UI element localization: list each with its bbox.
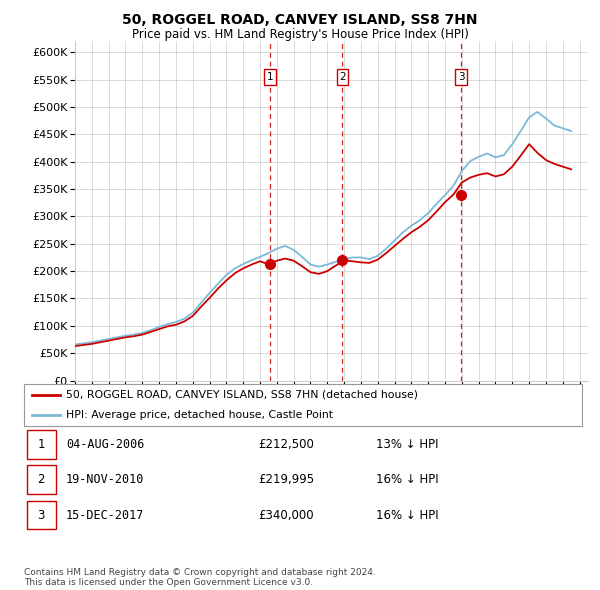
Text: Contains HM Land Registry data © Crown copyright and database right 2024.
This d: Contains HM Land Registry data © Crown c…: [24, 568, 376, 587]
Text: 19-NOV-2010: 19-NOV-2010: [66, 473, 144, 486]
FancyBboxPatch shape: [24, 384, 582, 426]
Text: 16% ↓ HPI: 16% ↓ HPI: [376, 509, 438, 522]
FancyBboxPatch shape: [27, 430, 56, 458]
Text: 50, ROGGEL ROAD, CANVEY ISLAND, SS8 7HN: 50, ROGGEL ROAD, CANVEY ISLAND, SS8 7HN: [122, 13, 478, 27]
Text: 04-AUG-2006: 04-AUG-2006: [66, 438, 144, 451]
Text: HPI: Average price, detached house, Castle Point: HPI: Average price, detached house, Cast…: [66, 409, 333, 419]
FancyBboxPatch shape: [27, 466, 56, 494]
Text: £219,995: £219,995: [259, 473, 314, 486]
FancyBboxPatch shape: [27, 501, 56, 529]
Text: 50, ROGGEL ROAD, CANVEY ISLAND, SS8 7HN (detached house): 50, ROGGEL ROAD, CANVEY ISLAND, SS8 7HN …: [66, 390, 418, 400]
Text: 13% ↓ HPI: 13% ↓ HPI: [376, 438, 438, 451]
Text: 16% ↓ HPI: 16% ↓ HPI: [376, 473, 438, 486]
Text: 2: 2: [339, 72, 346, 82]
Text: Price paid vs. HM Land Registry's House Price Index (HPI): Price paid vs. HM Land Registry's House …: [131, 28, 469, 41]
Text: 1: 1: [267, 72, 274, 82]
Text: 2: 2: [38, 473, 45, 486]
Text: 15-DEC-2017: 15-DEC-2017: [66, 509, 144, 522]
Text: 1: 1: [38, 438, 45, 451]
Text: 3: 3: [458, 72, 464, 82]
Text: 3: 3: [38, 509, 45, 522]
Text: £212,500: £212,500: [259, 438, 314, 451]
Text: £340,000: £340,000: [259, 509, 314, 522]
